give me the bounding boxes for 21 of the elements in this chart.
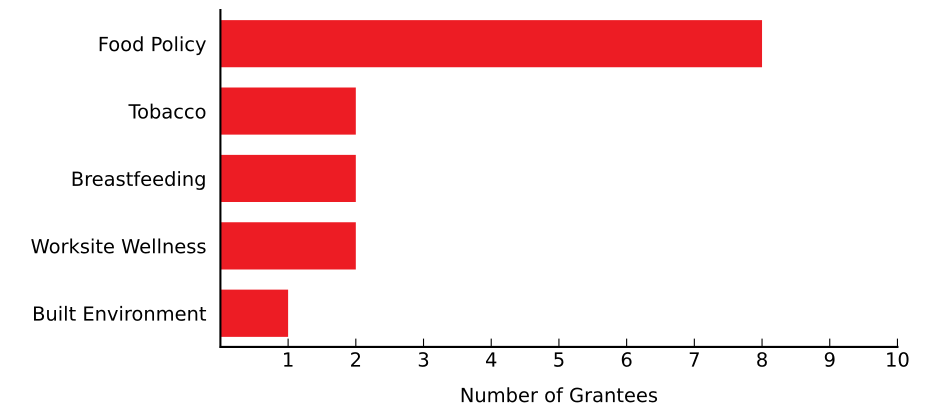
x-tick-label: 10	[887, 352, 909, 367]
bar	[220, 20, 762, 68]
y-tick-label: Tobacco	[128, 104, 206, 119]
x-tick-label: 5	[554, 352, 564, 367]
bar	[220, 290, 288, 337]
x-tick-label: 6	[622, 352, 632, 367]
bar	[220, 87, 356, 135]
x-tick-label: 4	[486, 352, 496, 367]
y-tick-label: Breastfeeding	[72, 171, 205, 190]
x-tick-label: 2	[351, 352, 360, 367]
y-tick-label: Worksite Wellness	[31, 238, 206, 254]
x-tick-label: 3	[418, 352, 428, 367]
bar	[220, 154, 356, 202]
x-tick-label: 1	[284, 352, 293, 367]
x-tick-label: 9	[824, 352, 835, 367]
y-tick-label: Built Environment	[34, 306, 206, 321]
x-tick-label: 7	[690, 352, 699, 367]
y-tick-label: Food Policy	[100, 36, 206, 56]
bar	[220, 222, 356, 270]
x-axis-title: Number of Grantees	[462, 387, 658, 402]
x-tick-label: 8	[757, 352, 767, 367]
